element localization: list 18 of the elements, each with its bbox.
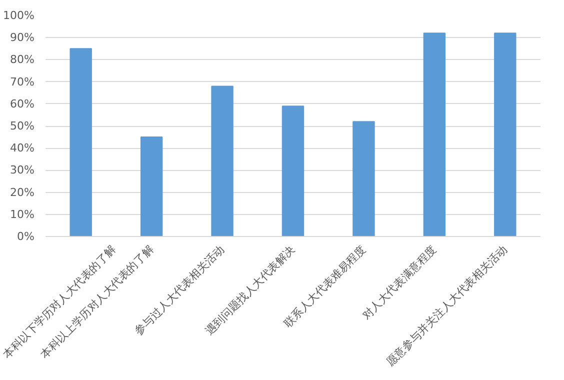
bar bbox=[282, 106, 304, 236]
y-tick-label: 10% bbox=[10, 208, 35, 221]
bar bbox=[140, 136, 163, 236]
y-tick-label: 60% bbox=[10, 97, 35, 110]
y-tick-label: 20% bbox=[10, 186, 35, 199]
y-tick-label: 70% bbox=[10, 75, 35, 88]
y-tick-label: 40% bbox=[10, 142, 35, 155]
y-tick-label: 50% bbox=[10, 120, 35, 132]
bar bbox=[352, 121, 375, 236]
y-tick-label: 30% bbox=[10, 164, 35, 177]
y-tick-label: 80% bbox=[10, 53, 35, 66]
y-tick-label: 100% bbox=[3, 9, 35, 22]
bar bbox=[494, 32, 516, 236]
y-tick-label: 90% bbox=[10, 31, 35, 44]
y-tick-label: 0% bbox=[17, 230, 34, 243]
bar bbox=[70, 48, 92, 236]
bar bbox=[423, 32, 446, 236]
bar bbox=[211, 86, 234, 236]
